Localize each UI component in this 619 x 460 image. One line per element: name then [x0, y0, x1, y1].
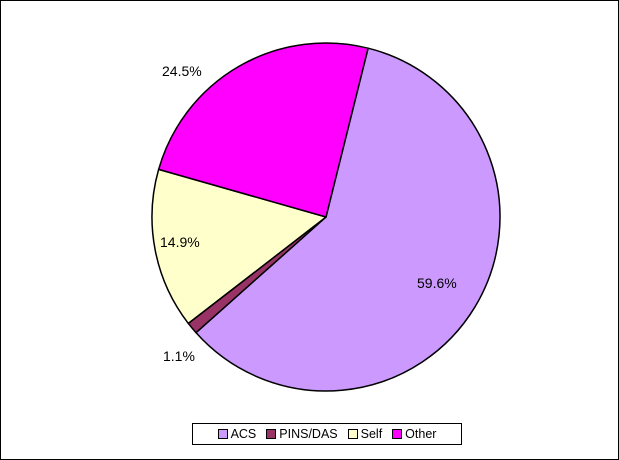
- legend-label-other: Other: [405, 427, 437, 441]
- legend: ACS PINS/DAS Self Other: [192, 423, 462, 445]
- data-label-self: 14.9%: [160, 234, 200, 250]
- legend-swatch-pins-das: [266, 429, 277, 439]
- legend-item-self: Self: [347, 427, 383, 441]
- legend-item-other: Other: [392, 427, 436, 441]
- pie-slice-other: [157, 42, 369, 218]
- legend-item-acs: ACS: [217, 427, 257, 441]
- pie-slice-acs: [195, 47, 501, 392]
- data-label-pins-das: 1.1%: [163, 348, 195, 364]
- pie-slice-self: [151, 168, 327, 325]
- data-label-acs: 59.6%: [417, 275, 457, 291]
- legend-label-pins-das: PINS/DAS: [279, 427, 338, 441]
- legend-item-pins-das: PINS/DAS: [266, 427, 338, 441]
- data-label-other: 24.5%: [162, 63, 202, 79]
- legend-swatch-other: [392, 429, 403, 439]
- legend-label-acs: ACS: [230, 427, 257, 441]
- legend-swatch-self: [347, 429, 358, 439]
- legend-swatch-acs: [217, 429, 228, 439]
- legend-label-self: Self: [360, 427, 383, 441]
